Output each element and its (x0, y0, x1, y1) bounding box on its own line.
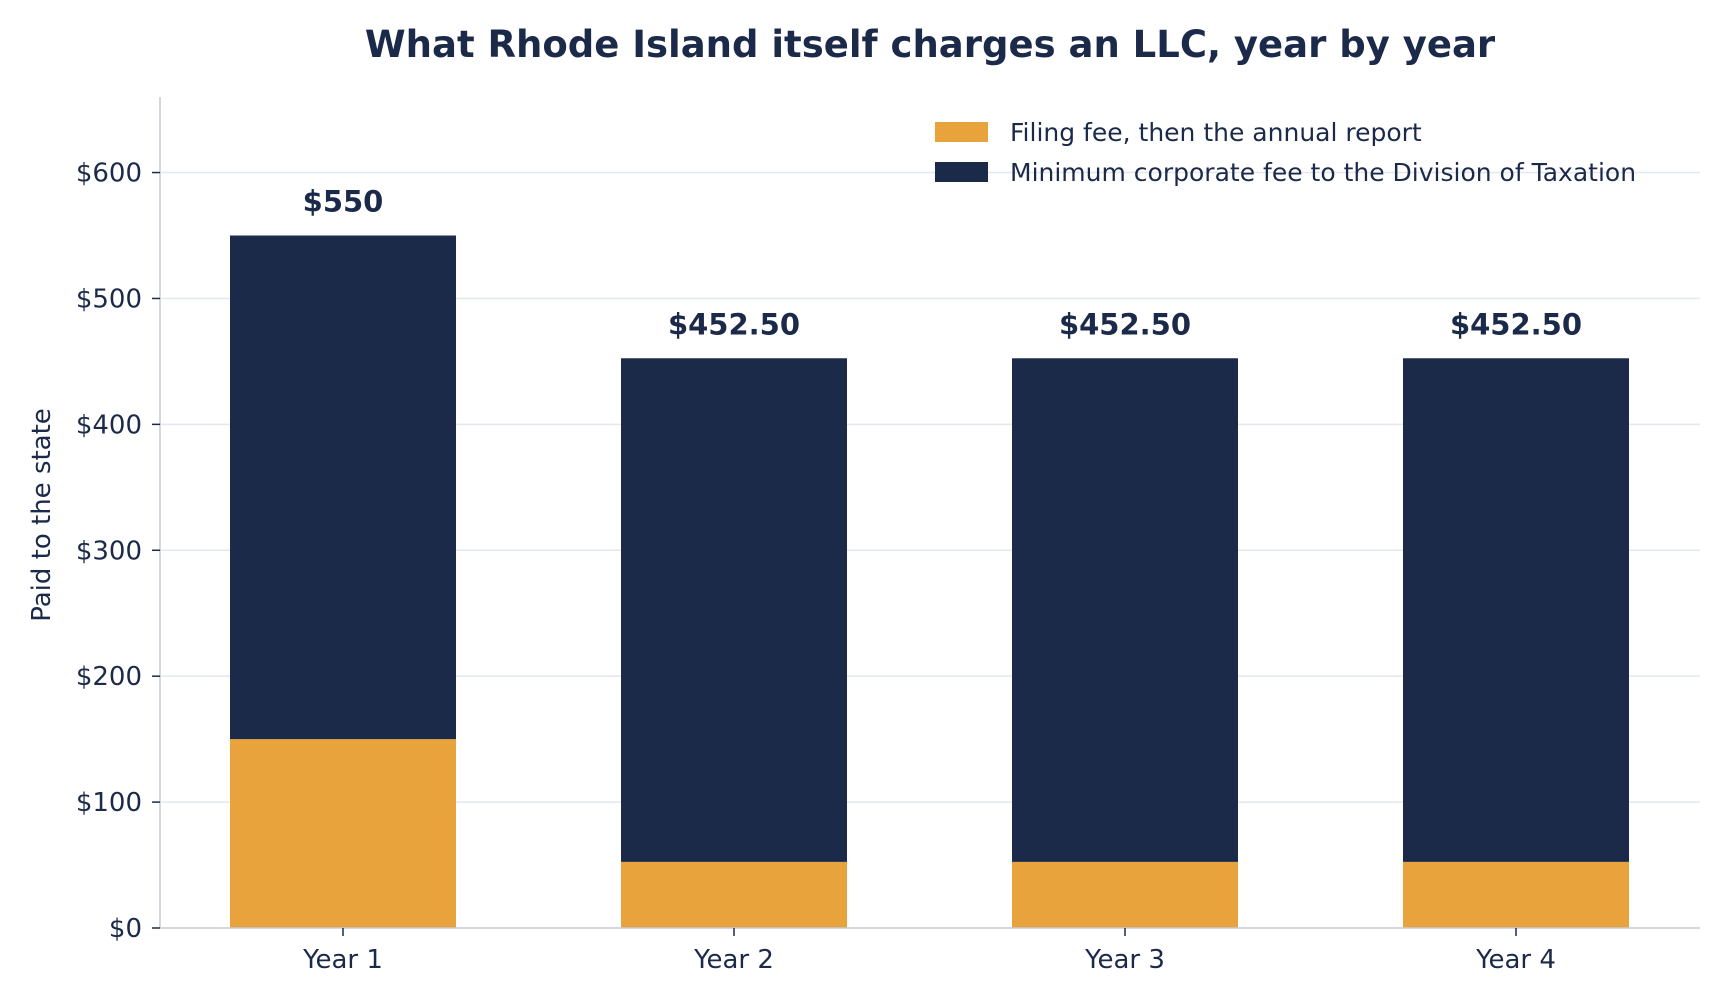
legend-swatch-filing-fee (935, 122, 988, 142)
y-tick-label: $600 (76, 159, 142, 189)
x-tick-label: Year 2 (693, 945, 774, 975)
bars (230, 235, 1629, 928)
axes (159, 97, 1700, 929)
bar-segment-filing-fee (230, 739, 456, 928)
legend-label-filing-fee: Filing fee, then the annual report (1010, 118, 1422, 147)
x-ticks: Year 1 Year 2 Year 3 Year 4 (302, 928, 1556, 975)
bar-total-label: $452.50 (1450, 307, 1582, 341)
bar-segment-filing-fee (621, 861, 847, 928)
bar-segment-filing-fee (1403, 861, 1629, 928)
bar-segment-minimum-corporate-fee (621, 358, 847, 862)
chart-title: What Rhode Island itself charges an LLC,… (365, 23, 1496, 66)
bar-segment-minimum-corporate-fee (1403, 358, 1629, 862)
bar-segment-minimum-corporate-fee (1012, 358, 1238, 862)
x-tick-label: Year 3 (1084, 945, 1165, 975)
x-tick-label: Year 1 (302, 945, 383, 975)
bar-total-label: $452.50 (1059, 307, 1191, 341)
y-tick-label: $0 (109, 914, 142, 944)
legend: Filing fee, then the annual report Minim… (935, 118, 1636, 187)
y-tick-label: $400 (76, 410, 142, 440)
legend-label-minimum-corporate-fee: Minimum corporate fee to the Division of… (1010, 158, 1636, 187)
bar-segment-minimum-corporate-fee (230, 235, 456, 740)
y-tick-label: $500 (76, 284, 142, 314)
legend-swatch-minimum-corporate-fee (935, 162, 988, 182)
y-ticks: $0 $100 $200 $300 $400 $500 $600 (76, 159, 160, 944)
y-tick-label: $200 (76, 662, 142, 692)
y-axis-label: Paid to the state (27, 408, 57, 622)
bar-total-label: $452.50 (668, 307, 800, 341)
bar-total-label: $550 (303, 185, 384, 219)
x-tick-label: Year 4 (1475, 945, 1556, 975)
y-tick-label: $100 (76, 788, 142, 818)
y-tick-label: $300 (76, 536, 142, 566)
bar-segment-filing-fee (1012, 861, 1238, 928)
total-labels: $550 $452.50 $452.50 $452.50 (303, 185, 1582, 342)
